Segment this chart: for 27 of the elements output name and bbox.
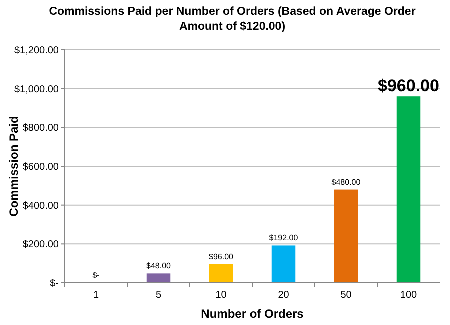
- x-tick-label: 1: [93, 290, 100, 301]
- x-tick-label: 10: [216, 290, 228, 301]
- y-tick-label: $600.00: [22, 162, 60, 173]
- data-label: $192.00: [269, 234, 299, 243]
- data-label: $96.00: [209, 252, 234, 262]
- bar: [146, 274, 171, 283]
- data-label: $480.00: [332, 178, 362, 187]
- y-tick-label: $1,000.00: [14, 84, 60, 96]
- x-tick-label: 5: [156, 290, 162, 301]
- data-label: $48.00: [146, 262, 172, 271]
- bar: [396, 96, 421, 283]
- x-tick-label: 20: [278, 290, 290, 301]
- y-tick-label: $-: [50, 278, 59, 290]
- x-tick-label: 50: [340, 290, 352, 301]
- data-label: $960.00: [378, 76, 440, 96]
- bar: [209, 264, 234, 283]
- y-tick-label: $400.00: [22, 200, 60, 212]
- bar: [334, 190, 358, 283]
- x-axis-title: Number of Orders: [201, 307, 304, 321]
- data-label: $-: [92, 271, 100, 280]
- y-tick-label: $200.00: [22, 240, 60, 251]
- y-axis-title: Commission Paid: [7, 116, 21, 217]
- chart-title: Commissions Paid per Number of Orders (Based on Average Order Amount of $120.00): [49, 6, 416, 33]
- bar: [272, 246, 296, 283]
- y-tick-label: $800.00: [22, 123, 60, 134]
- y-tick-label: $1,200.00: [14, 46, 60, 56]
- x-tick-label: 100: [400, 290, 418, 301]
